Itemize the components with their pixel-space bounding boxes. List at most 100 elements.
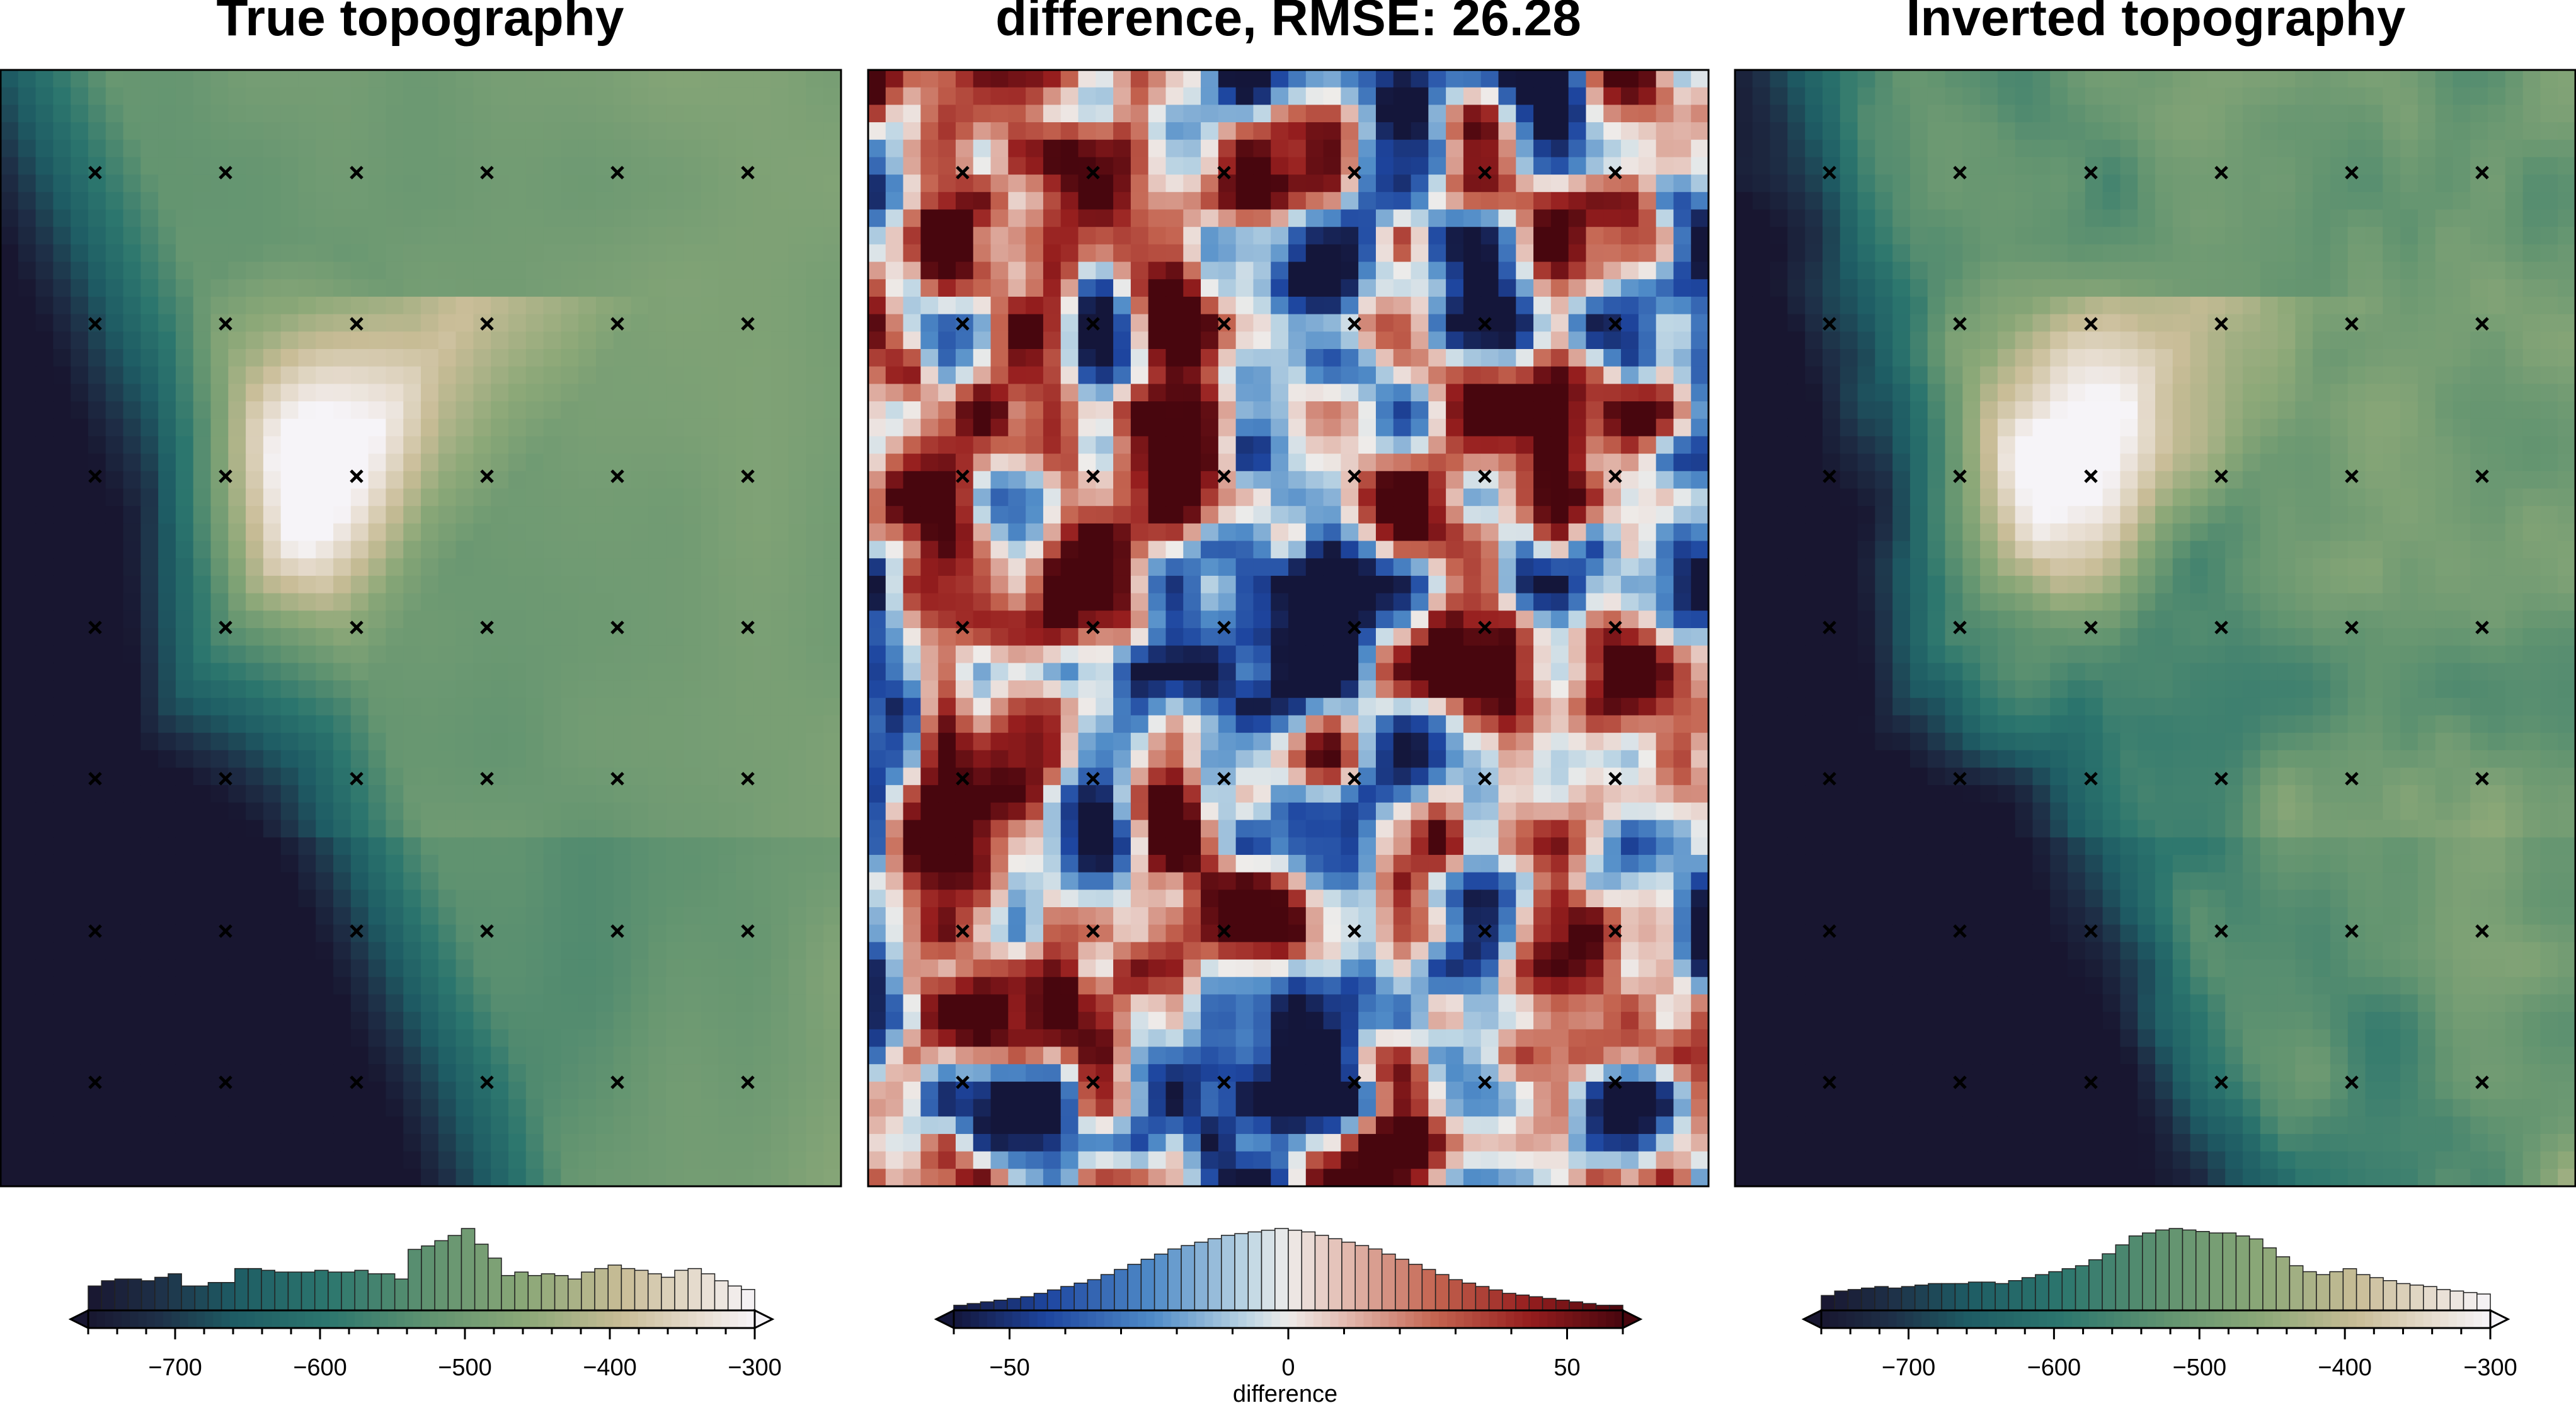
heatmap-cell: [228, 593, 246, 611]
heatmap-cell: [903, 157, 921, 175]
heatmap-cell: [1358, 366, 1377, 384]
heatmap-cell: [246, 175, 264, 193]
heatmap-cell: [35, 279, 54, 297]
heatmap-cell: [1, 436, 19, 454]
heatmap-cell: [1323, 715, 1341, 733]
heatmap-cell: [88, 384, 106, 402]
heatmap-cell: [683, 366, 702, 384]
heatmap-cell: [35, 837, 54, 856]
heatmap-cell: [1428, 331, 1446, 350]
heatmap-cell: [1, 802, 19, 821]
heatmap-cell: [770, 314, 789, 332]
heatmap-cell: [246, 733, 264, 751]
heatmap-cell: [140, 1151, 159, 1169]
heatmap-cell: [920, 279, 939, 297]
heatmap-cell: [1183, 680, 1201, 699]
heatmap-cell: [421, 994, 439, 1012]
heatmap-cell: [1148, 349, 1167, 367]
heatmap-cell: [1271, 558, 1289, 576]
heatmap-cell: [1060, 384, 1079, 402]
heatmap-cell: [868, 122, 886, 140]
heatmap-cell: [1656, 663, 1674, 681]
heatmap-cell: [53, 1133, 71, 1152]
heatmap-cell: [525, 558, 544, 576]
heatmap-cell: [386, 454, 404, 472]
heatmap-cell: [1096, 697, 1114, 716]
heatmap-cell: [938, 279, 956, 297]
marker-x: [350, 924, 364, 938]
heatmap-cell: [525, 890, 544, 908]
heatmap-cell: [508, 1029, 527, 1048]
heatmap-cell: [246, 854, 264, 873]
heatmap-cell: [561, 697, 579, 716]
heatmap-cell: [316, 558, 334, 576]
heatmap-cell: [386, 175, 404, 193]
heatmap-cell: [1498, 122, 1516, 140]
heatmap-cell: [631, 454, 649, 472]
heatmap-cell: [491, 697, 509, 716]
heatmap-cell: [386, 942, 404, 960]
heatmap-cell: [578, 454, 597, 472]
heatmap-cell: [1498, 454, 1516, 472]
heatmap-cell: [88, 244, 106, 263]
heatmap-cell: [140, 994, 159, 1012]
heatmap-cell: [1533, 296, 1552, 315]
heatmap-cell: [631, 122, 649, 140]
heatmap-cell: [35, 1081, 54, 1100]
heatmap-cell: [595, 436, 614, 454]
heatmap-cell: [246, 227, 264, 245]
heatmap-cell: [1183, 175, 1201, 193]
heatmap-cell: [71, 733, 89, 751]
heatmap-cell: [210, 942, 229, 960]
heatmap-cell: [175, 454, 194, 472]
heatmap-cell: [1498, 366, 1516, 384]
heatmap-cell: [753, 802, 772, 821]
heatmap-cell: [386, 349, 404, 367]
heatmap-cell: [263, 192, 282, 210]
heatmap-cell: [823, 1029, 842, 1048]
heatmap-cell: [333, 506, 352, 524]
heatmap-cell: [18, 907, 37, 925]
heatmap-cell: [210, 366, 229, 384]
heatmap-cell: [666, 244, 684, 263]
heatmap-cell: [333, 105, 352, 123]
heatmap-cell: [1603, 506, 1622, 524]
heatmap-cell: [123, 105, 141, 123]
heatmap-cell: [1358, 454, 1377, 472]
heatmap-cell: [175, 837, 194, 856]
heatmap-cell: [920, 261, 939, 280]
marker-x: [610, 924, 624, 938]
heatmap-cell: [158, 209, 176, 227]
heatmap-cell: [525, 1046, 544, 1065]
heatmap-cell: [1218, 454, 1237, 472]
heatmap-cell: [140, 471, 159, 490]
heatmap-cell: [455, 244, 474, 263]
heatmap-cell: [1586, 663, 1604, 681]
heatmap-cell: [1165, 105, 1184, 123]
heatmap-cell: [666, 1116, 684, 1135]
heatmap-cell: [88, 976, 106, 995]
heatmap-cell: [140, 384, 159, 402]
heatmap-cell: [920, 558, 939, 576]
heatmap-cell: [105, 506, 124, 524]
heatmap-cell: [1235, 349, 1254, 367]
heatmap-cell: [868, 680, 886, 699]
panel-title-inverted: Inverted topography: [1906, 0, 2406, 47]
heatmap-cell: [1428, 541, 1446, 559]
heatmap-cell: [1148, 139, 1167, 158]
heatmap-cell: [1218, 314, 1237, 332]
heatmap-cell: [1463, 244, 1482, 263]
heatmap-cell: [140, 523, 159, 542]
heatmap-cell: [631, 663, 649, 681]
heatmap-cell: [1026, 279, 1044, 297]
heatmap-cell: [193, 610, 212, 629]
heatmap-cell: [438, 907, 457, 925]
heatmap-cell: [350, 366, 369, 384]
heatmap-cell: [455, 994, 474, 1012]
heatmap-cell: [140, 575, 159, 594]
heatmap-cell: [175, 976, 194, 995]
heatmap-cell: [595, 872, 614, 890]
heatmap-cell: [806, 454, 824, 472]
heatmap-cell: [1, 680, 19, 699]
heatmap-cell: [280, 994, 299, 1012]
